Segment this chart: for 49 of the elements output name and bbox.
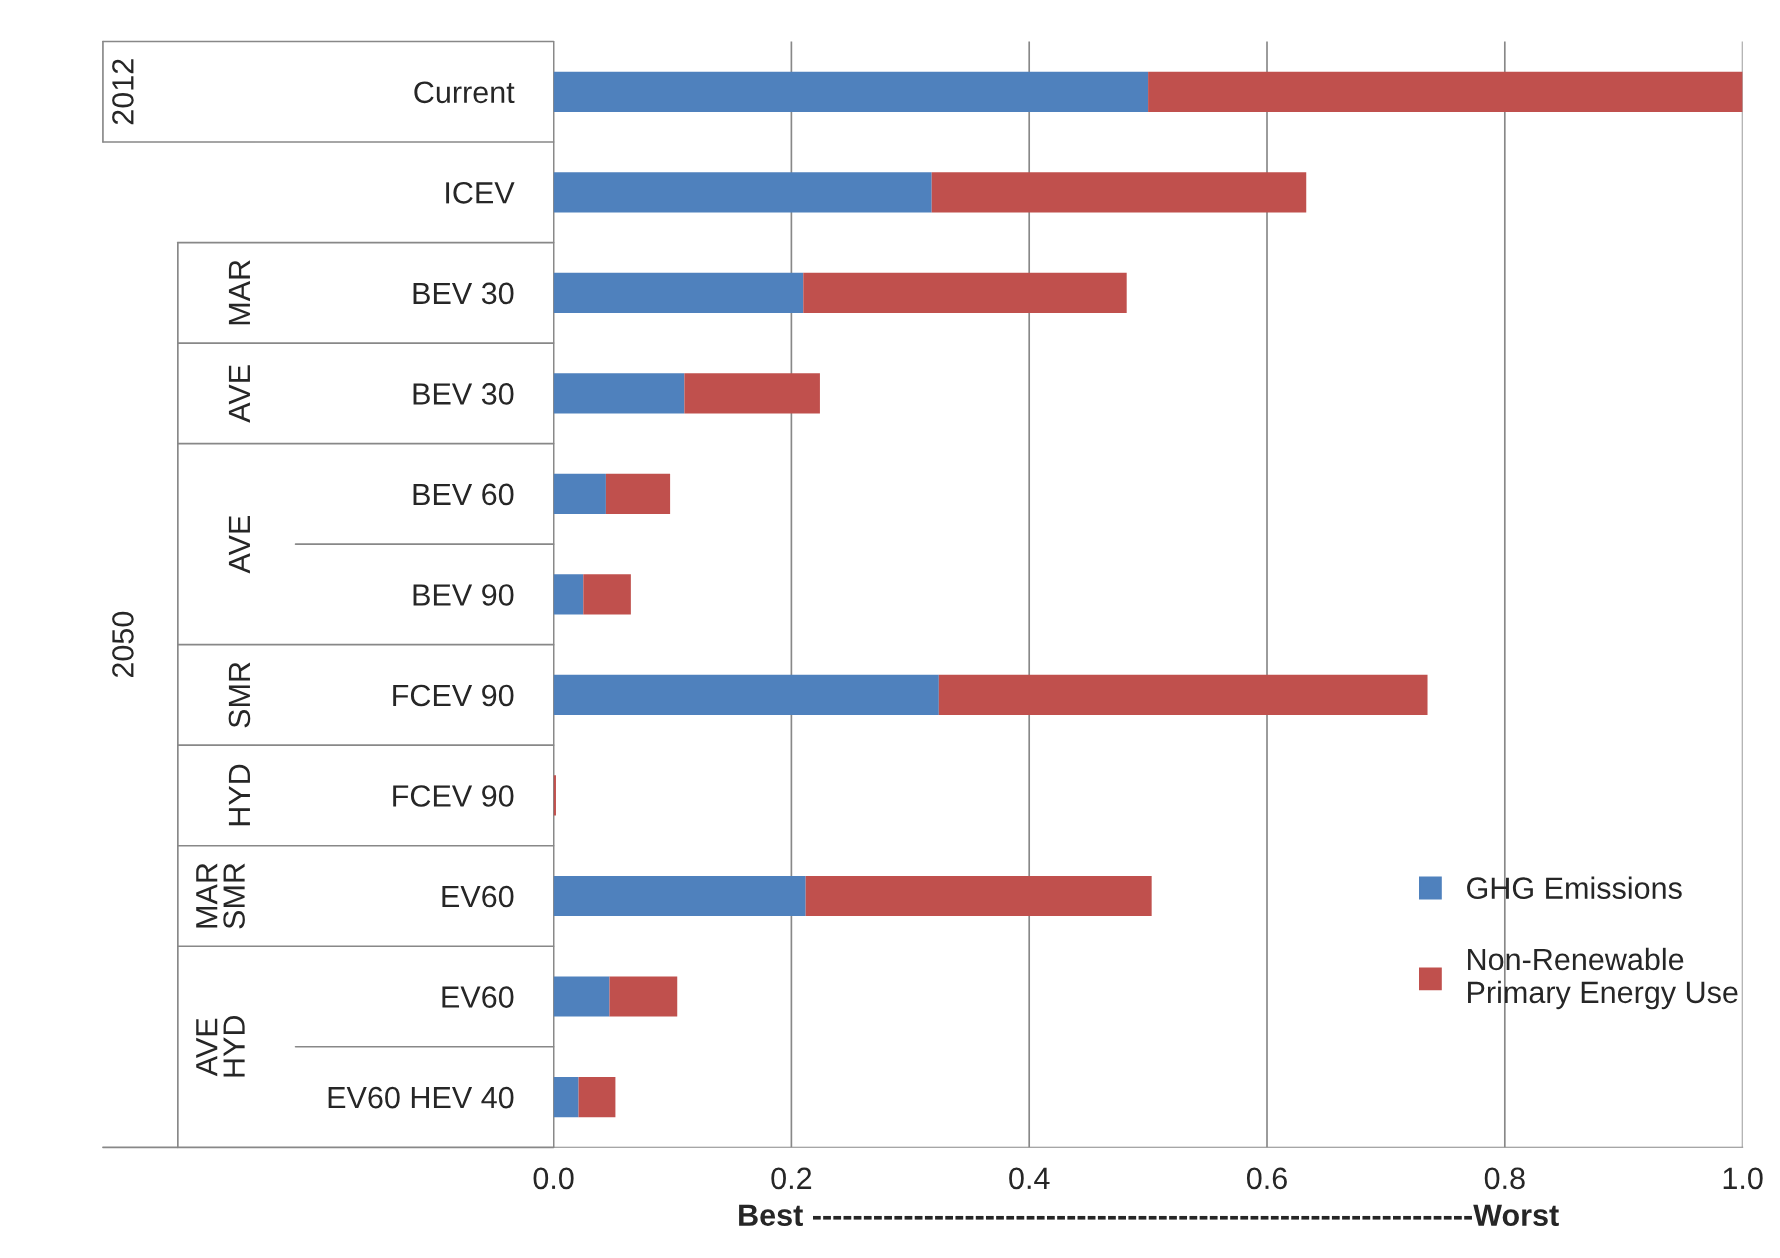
text: MAR SMR xyxy=(196,863,245,929)
bar xyxy=(931,172,1307,213)
text: 2050 xyxy=(112,611,134,678)
text: AVE xyxy=(228,516,250,574)
bar xyxy=(553,71,1149,112)
bar xyxy=(553,574,584,615)
text: SMR xyxy=(228,662,251,728)
text: 2012 xyxy=(112,59,134,125)
y-tick-label: EV60 xyxy=(442,885,514,908)
text: MAR xyxy=(228,260,250,325)
x-tick-label: 0.6 xyxy=(1246,1167,1287,1190)
y-tick-label: BEV 30 xyxy=(413,383,514,405)
bar xyxy=(583,574,631,615)
bar xyxy=(553,272,804,313)
y-tick-label: ICEV xyxy=(446,182,515,204)
y-tick-label: BEV 90 xyxy=(413,584,514,606)
text: AVE HYD xyxy=(196,1015,245,1077)
x-tick-label: 0.8 xyxy=(1484,1167,1525,1190)
bar xyxy=(805,875,1152,917)
bar xyxy=(605,473,671,514)
y-tick-label: Current xyxy=(414,81,515,104)
y-tick-label: FCEV 90 xyxy=(393,684,514,707)
y-tick-label: EV60 xyxy=(442,986,514,1008)
bar xyxy=(553,373,685,414)
legend-label: Non-Renewable Primary Energy Use xyxy=(1468,947,1738,1010)
y-tick-label: BEV 30 xyxy=(413,282,514,305)
bar xyxy=(553,875,806,917)
y-tick-label: BEV 60 xyxy=(413,483,514,506)
bar xyxy=(578,1076,616,1118)
legend-label: GHG Emissions xyxy=(1467,876,1682,899)
bar xyxy=(609,976,678,1017)
y-tick-label: FCEV 90 xyxy=(393,785,514,807)
bar xyxy=(684,373,820,414)
bar xyxy=(553,976,610,1017)
text: HYD xyxy=(228,764,250,826)
x-tick-label: 0.0 xyxy=(533,1167,574,1190)
x-axis-title: Best -----------------------------------------------------------------Worst xyxy=(739,1204,1559,1226)
bar xyxy=(553,172,932,213)
bar xyxy=(553,674,939,716)
x-tick-label: 0.4 xyxy=(1009,1167,1050,1190)
bar xyxy=(553,473,606,514)
bar xyxy=(553,1076,579,1118)
x-tick-label: 0.2 xyxy=(771,1167,812,1190)
bar xyxy=(803,272,1127,313)
y-tick-label: EV60 HEV 40 xyxy=(328,1086,514,1109)
x-tick-label: 1.0 xyxy=(1723,1167,1763,1190)
bar xyxy=(938,674,1428,716)
text: AVE xyxy=(228,365,250,423)
bar xyxy=(1148,71,1743,112)
